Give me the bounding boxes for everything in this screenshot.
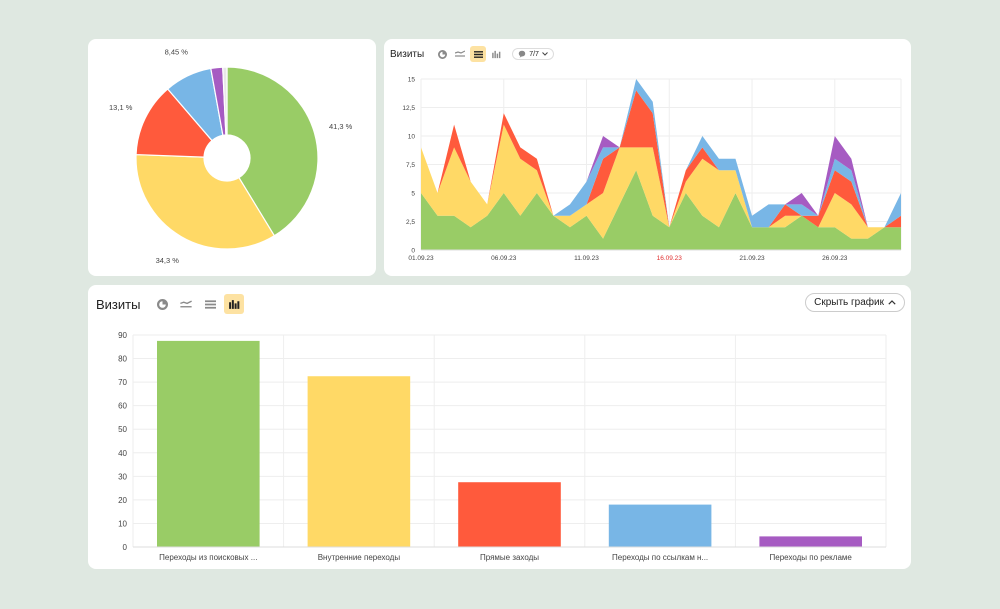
y-tick-label: 0 [411,248,415,255]
pie-slice [135,88,213,158]
x-tick-label: 16.09.23 [657,255,683,262]
bar-chart-card: Визиты Скрыть график 0 10 20 30 40 50 60 70 80 90… [88,285,911,569]
y-tick-label: 2,5 [406,219,415,226]
pie-slice-label: 41,3 % [329,122,353,131]
series-count: 7/7 [529,50,539,58]
line-icon[interactable] [452,46,468,62]
x-tick-label: Переходы из поисковых ... [159,553,257,562]
pie-chart: 41,3 % 34,3 % 13,1 % 8,45 % [109,47,353,265]
x-tick-label: 06.09.23 [491,255,517,262]
hide-chart-label: Скрыть график [814,297,884,308]
pie-slice-label: 34,3 % [156,256,180,265]
area-chart: 0 2,5 5 7,5 10 12,5 15 01.09.23 06.09.23 11.09.23… [402,77,902,262]
area-series [421,124,901,239]
y-tick-label: 7,5 [406,162,415,169]
pie-slice [135,153,276,250]
y-tick-label: 80 [118,355,127,364]
chart-type-switcher [434,46,504,62]
chevron-down-icon [542,52,548,56]
bar [157,340,260,547]
pie-slice-label: 13,1 % [109,103,133,112]
x-tick-label: Переходы по ссылкам н... [612,553,708,562]
stacked-area-icon[interactable] [470,46,487,62]
y-tick-label: 70 [118,378,127,387]
series-filter-badge[interactable]: 7/7 [512,48,554,60]
pie-icon[interactable] [434,46,450,62]
x-tick-label: Переходы по рекламе [770,553,853,562]
x-tick-label: 21.09.23 [739,255,765,262]
y-tick-label: 15 [408,77,416,84]
y-tick-label: 10 [408,134,416,141]
y-tick-label: 12,5 [402,105,415,112]
bar-chart: 0 10 20 30 40 50 60 70 80 90 Переходы из поисковых… [118,331,887,562]
x-tick-label: 01.09.23 [408,255,434,262]
area-chart-card: Визиты 7/7 0 2,5 5 7,5 10 12,5 15 01.09.23 06.09… [384,39,911,276]
y-tick-label: 40 [118,449,127,458]
line-icon[interactable] [176,294,196,314]
x-tick-label: 26.09.23 [822,255,848,262]
y-tick-label: 0 [123,543,128,552]
chat-icon [519,50,526,58]
y-tick-label: 5 [411,191,415,198]
stacked-area-icon[interactable] [200,294,220,314]
area-series [421,170,901,250]
bar [759,536,862,547]
x-tick-label: Внутренние переходы [318,553,401,562]
chart-type-switcher [152,294,245,314]
y-tick-label: 60 [118,402,127,411]
bar-icon[interactable] [488,46,504,62]
area-chart-header: Визиты 7/7 [390,46,554,62]
bar [458,482,561,547]
pie-chart-card: 41,3 % 34,3 % 13,1 % 8,45 % [88,39,376,276]
pie-icon[interactable] [152,294,172,314]
area-chart-title: Визиты [390,48,425,60]
pie-slice [226,66,319,237]
pie-slice-label: 8,45 % [165,47,189,56]
x-tick-label: Прямые заходы [480,553,539,562]
x-tick-label: 11.09.23 [574,255,599,262]
bar [307,376,411,547]
bar [608,504,712,547]
bar-chart-header: Визиты [96,294,245,314]
y-tick-label: 30 [118,472,127,481]
bar-chart-title: Визиты [96,296,141,312]
area-series [421,79,901,228]
y-tick-label: 50 [118,425,127,434]
chevron-up-icon [888,300,896,305]
area-series [421,90,901,228]
area-series [421,79,901,228]
y-tick-label: 90 [118,331,127,340]
pie-slice [222,66,228,136]
y-tick-label: 10 [118,519,127,528]
bar-icon[interactable] [224,294,245,314]
y-tick-label: 20 [118,496,127,505]
hide-chart-button[interactable]: Скрыть график [805,293,905,312]
